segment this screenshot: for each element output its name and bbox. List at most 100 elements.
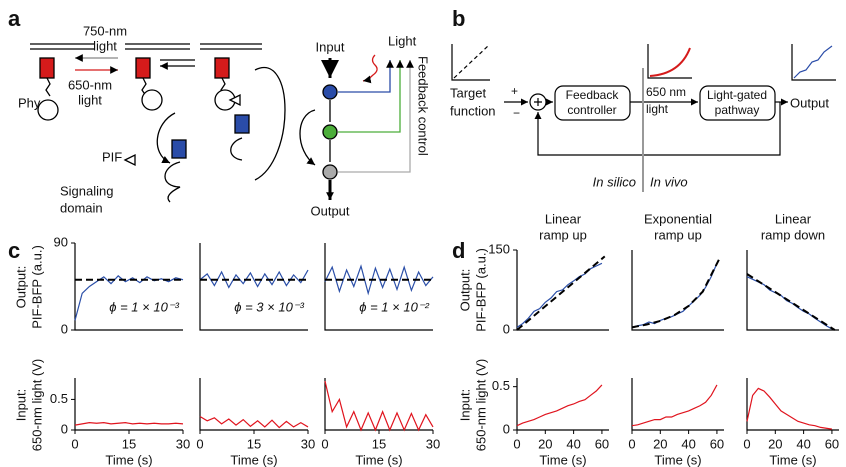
y-tick-label: 0.5 bbox=[50, 391, 68, 406]
y-axis-label: Input: bbox=[13, 389, 28, 422]
y-tick-label: 0.5 bbox=[492, 378, 510, 393]
label: In vivo bbox=[650, 174, 688, 189]
label: + bbox=[511, 84, 518, 98]
chart-title: Linear bbox=[545, 211, 582, 226]
y-axis-label: Input: bbox=[457, 389, 472, 422]
data-line bbox=[746, 387, 833, 430]
y-axis-label: 650-nm light (V) bbox=[29, 359, 44, 451]
data-line bbox=[199, 416, 309, 429]
x-tick-label: 40 bbox=[566, 436, 580, 451]
annotation: ϕ = 1 × 10⁻² bbox=[359, 299, 429, 314]
x-tick-label: 0 bbox=[71, 436, 78, 451]
axis bbox=[746, 378, 839, 431]
chart-title: Linear bbox=[775, 211, 812, 226]
x-tick-label: 20 bbox=[538, 436, 552, 451]
label: domain bbox=[60, 200, 103, 215]
x-tick-label: 30 bbox=[176, 436, 190, 451]
x-tick-label: 15 bbox=[372, 436, 386, 451]
x-tick-label: 60 bbox=[825, 436, 839, 451]
x-tick-label: 60 bbox=[595, 436, 609, 451]
x-axis-label: Time (s) bbox=[769, 452, 816, 467]
chart-title: Exponential bbox=[644, 211, 712, 226]
y-axis-label: Output: bbox=[13, 266, 28, 309]
label: light bbox=[93, 38, 117, 53]
x-tick-label: 20 bbox=[653, 436, 667, 451]
label: function bbox=[450, 103, 496, 118]
data-line bbox=[324, 380, 434, 432]
x-tick-label: 0 bbox=[628, 436, 635, 451]
x-tick-label: 0 bbox=[743, 436, 750, 451]
panel-label: d bbox=[452, 238, 465, 263]
label: Phy bbox=[18, 95, 41, 110]
x-tick-label: 15 bbox=[122, 436, 136, 451]
label: light bbox=[646, 102, 669, 116]
y-axis-label: 650-nm light (V) bbox=[473, 359, 488, 451]
axis bbox=[516, 378, 609, 431]
y-tick-label: 0 bbox=[503, 321, 510, 336]
axis bbox=[199, 378, 308, 431]
chart-title: ramp up bbox=[539, 227, 587, 242]
axis bbox=[746, 250, 839, 331]
reference-line bbox=[516, 255, 606, 331]
panel-a-diagram bbox=[30, 43, 414, 202]
y-axis-label: Output: bbox=[457, 269, 472, 312]
y-axis-label: PIF-BFP (a.u.) bbox=[29, 245, 44, 329]
data-line bbox=[516, 384, 603, 427]
annotation: ϕ = 3 × 10⁻³ bbox=[234, 299, 304, 314]
label: Light-gated bbox=[707, 88, 767, 102]
panel-b-diagram bbox=[451, 44, 836, 192]
x-tick-label: 0 bbox=[321, 436, 328, 451]
axis bbox=[74, 378, 183, 431]
label: PIF bbox=[102, 149, 122, 164]
x-tick-label: 30 bbox=[426, 436, 440, 451]
x-axis-label: Time (s) bbox=[654, 452, 701, 467]
label: light bbox=[78, 92, 102, 107]
data-line bbox=[746, 276, 833, 330]
label: Target bbox=[450, 85, 487, 100]
x-axis-label: Time (s) bbox=[230, 452, 277, 467]
panel-label: c bbox=[8, 238, 20, 263]
x-tick-label: 0 bbox=[196, 436, 203, 451]
reference-line bbox=[631, 257, 721, 329]
label: − bbox=[513, 106, 520, 120]
axis bbox=[199, 243, 308, 331]
data-line bbox=[74, 422, 184, 426]
x-tick-label: 30 bbox=[301, 436, 315, 451]
y-tick-label: 90 bbox=[54, 234, 68, 249]
label: pathway bbox=[715, 103, 760, 117]
x-tick-label: 40 bbox=[796, 436, 810, 451]
x-axis-label: Time (s) bbox=[105, 452, 152, 467]
label: Output bbox=[310, 203, 349, 218]
x-tick-label: 15 bbox=[247, 436, 261, 451]
label: Feedback bbox=[566, 88, 620, 102]
x-axis-label: Time (s) bbox=[355, 452, 402, 467]
y-tick-label: 150 bbox=[488, 241, 510, 256]
chart-title: ramp down bbox=[761, 227, 825, 242]
x-tick-label: 0 bbox=[513, 436, 520, 451]
label: 650-nm bbox=[68, 77, 112, 92]
axis bbox=[74, 243, 183, 331]
x-tick-label: 40 bbox=[681, 436, 695, 451]
label: Input bbox=[316, 39, 345, 54]
label: Light bbox=[388, 33, 417, 48]
x-axis-label: Time (s) bbox=[539, 452, 586, 467]
panel-label: a bbox=[8, 6, 21, 31]
label: 750-nm bbox=[83, 23, 127, 38]
y-tick-label: 0 bbox=[503, 421, 510, 436]
axis bbox=[631, 250, 724, 331]
x-tick-label: 20 bbox=[768, 436, 782, 451]
label: Output bbox=[790, 95, 829, 110]
label: Signaling bbox=[60, 183, 114, 198]
reference-line bbox=[746, 273, 836, 331]
y-tick-label: 0 bbox=[61, 421, 68, 436]
data-line bbox=[516, 262, 603, 328]
chart-title: ramp up bbox=[654, 227, 702, 242]
label: controller bbox=[567, 103, 616, 117]
y-tick-label: 0 bbox=[61, 321, 68, 336]
label: Feedback control bbox=[416, 56, 431, 156]
panel-label: b bbox=[452, 6, 465, 31]
x-tick-label: 60 bbox=[710, 436, 724, 451]
data-line bbox=[631, 263, 718, 328]
y-axis-label: PIF-BFP (a.u.) bbox=[473, 248, 488, 332]
